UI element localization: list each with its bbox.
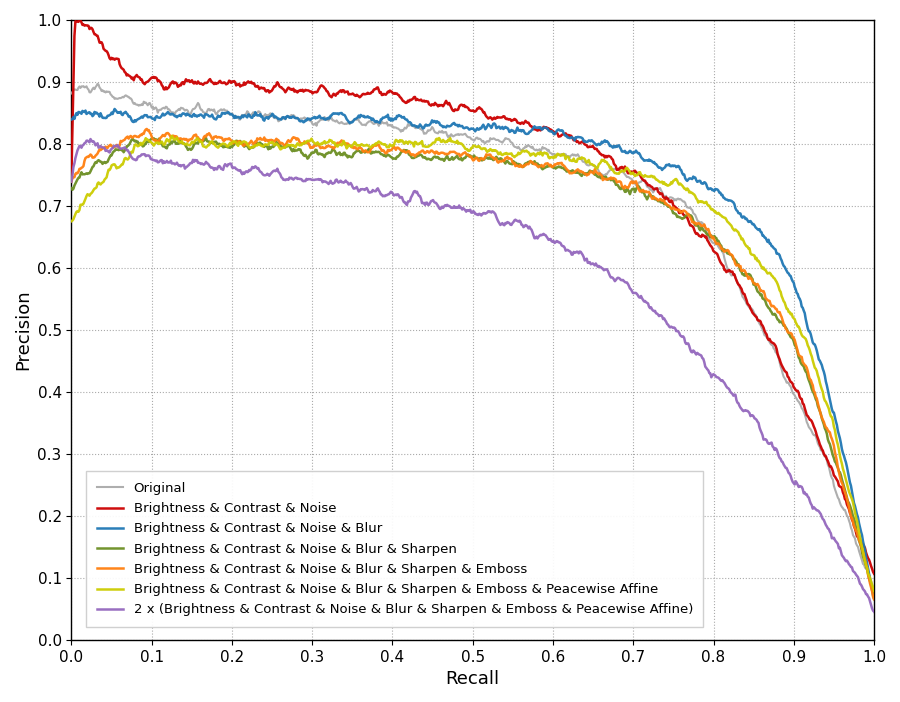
- Original: [66, 89, 77, 98]
- Line: Brightness & Contrast & Noise & Blur & Sharpen: Brightness & Contrast & Noise & Blur & S…: [71, 138, 874, 595]
- Original: [92, 79, 103, 88]
- Brightness & Contrast & Noise & Blur & Sharpen & Emboss & Peacewise Affine: [115, 161, 126, 170]
- 2 x (Brightness & Contrast & Noise & Blur & Sharpen & Emboss & Peacewise Affine): [868, 607, 879, 616]
- Original: [579, 158, 590, 166]
- Brightness & Contrast & Noise & Blur & Sharpen: [579, 169, 590, 178]
- Brightness & Contrast & Noise: [554, 132, 565, 140]
- Brightness & Contrast & Noise & Blur & Sharpen & Emboss: [676, 208, 687, 217]
- Brightness & Contrast & Noise & Blur & Sharpen: [66, 184, 77, 192]
- Brightness & Contrast & Noise: [676, 207, 687, 216]
- Brightness & Contrast & Noise & Blur & Sharpen: [868, 591, 879, 600]
- Brightness & Contrast & Noise: [868, 569, 879, 578]
- Brightness & Contrast & Noise & Blur: [66, 115, 77, 124]
- Brightness & Contrast & Noise & Blur & Sharpen & Emboss & Peacewise Affine: [66, 217, 77, 225]
- Brightness & Contrast & Noise & Blur & Sharpen & Emboss: [66, 178, 77, 186]
- Brightness & Contrast & Noise & Blur & Sharpen & Emboss & Peacewise Affine: [868, 587, 879, 595]
- Brightness & Contrast & Noise: [66, 173, 77, 181]
- Brightness & Contrast & Noise & Blur: [579, 137, 590, 145]
- 2 x (Brightness & Contrast & Noise & Blur & Sharpen & Emboss & Peacewise Affine): [554, 238, 565, 246]
- 2 x (Brightness & Contrast & Noise & Blur & Sharpen & Emboss & Peacewise Affine): [86, 135, 96, 143]
- Brightness & Contrast & Noise: [533, 126, 544, 134]
- Line: Brightness & Contrast & Noise & Blur & Sharpen & Emboss & Peacewise Affine: Brightness & Contrast & Noise & Blur & S…: [71, 136, 874, 591]
- 2 x (Brightness & Contrast & Noise & Blur & Sharpen & Emboss & Peacewise Affine): [676, 332, 687, 340]
- Line: Brightness & Contrast & Noise & Blur: Brightness & Contrast & Noise & Blur: [71, 109, 874, 599]
- 2 x (Brightness & Contrast & Noise & Blur & Sharpen & Emboss & Peacewise Affine): [579, 253, 590, 261]
- Line: Brightness & Contrast & Noise & Blur & Sharpen & Emboss: Brightness & Contrast & Noise & Blur & S…: [71, 129, 874, 600]
- Brightness & Contrast & Noise & Blur & Sharpen & Emboss: [115, 137, 126, 145]
- Brightness & Contrast & Noise & Blur: [868, 595, 879, 603]
- Brightness & Contrast & Noise & Blur & Sharpen & Emboss & Peacewise Affine: [579, 154, 590, 162]
- Brightness & Contrast & Noise & Blur: [758, 232, 769, 240]
- Brightness & Contrast & Noise & Blur: [676, 166, 687, 174]
- Brightness & Contrast & Noise & Blur & Sharpen & Emboss & Peacewise Affine: [676, 180, 687, 189]
- 2 x (Brightness & Contrast & Noise & Blur & Sharpen & Emboss & Peacewise Affine): [758, 435, 769, 444]
- Brightness & Contrast & Noise & Blur & Sharpen & Emboss & Peacewise Affine: [166, 132, 177, 140]
- Brightness & Contrast & Noise & Blur & Sharpen & Emboss: [533, 163, 544, 171]
- Brightness & Contrast & Noise & Blur & Sharpen: [201, 134, 212, 143]
- Brightness & Contrast & Noise & Blur & Sharpen: [115, 145, 126, 154]
- Original: [758, 329, 769, 337]
- Line: 2 x (Brightness & Contrast & Noise & Blur & Sharpen & Emboss & Peacewise Affine): 2 x (Brightness & Contrast & Noise & Blu…: [71, 139, 874, 611]
- Line: Original: Original: [71, 84, 874, 592]
- Brightness & Contrast & Noise & Blur & Sharpen & Emboss: [868, 595, 879, 604]
- Y-axis label: Precision: Precision: [14, 289, 32, 370]
- Brightness & Contrast & Noise & Blur: [533, 123, 544, 131]
- 2 x (Brightness & Contrast & Noise & Blur & Sharpen & Emboss & Peacewise Affine): [533, 232, 544, 241]
- Brightness & Contrast & Noise & Blur & Sharpen & Emboss: [758, 287, 769, 296]
- Brightness & Contrast & Noise & Blur & Sharpen & Emboss & Peacewise Affine: [533, 149, 544, 157]
- Original: [116, 93, 127, 102]
- Brightness & Contrast & Noise & Blur: [116, 110, 127, 119]
- Brightness & Contrast & Noise & Blur: [554, 126, 565, 135]
- Brightness & Contrast & Noise: [116, 64, 127, 72]
- Line: Brightness & Contrast & Noise: Brightness & Contrast & Noise: [71, 20, 874, 574]
- Original: [554, 150, 565, 159]
- Original: [533, 146, 544, 154]
- Brightness & Contrast & Noise: [758, 324, 769, 332]
- Brightness & Contrast & Noise & Blur & Sharpen: [554, 163, 565, 171]
- Brightness & Contrast & Noise & Blur & Sharpen: [676, 214, 687, 223]
- Brightness & Contrast & Noise & Blur & Sharpen & Emboss: [579, 169, 590, 178]
- Brightness & Contrast & Noise & Blur & Sharpen & Emboss & Peacewise Affine: [554, 151, 565, 159]
- Brightness & Contrast & Noise & Blur & Sharpen: [533, 161, 544, 169]
- Brightness & Contrast & Noise & Blur: [109, 105, 120, 113]
- 2 x (Brightness & Contrast & Noise & Blur & Sharpen & Emboss & Peacewise Affine): [66, 178, 77, 186]
- Brightness & Contrast & Noise & Blur & Sharpen: [758, 295, 769, 303]
- Brightness & Contrast & Noise & Blur & Sharpen & Emboss & Peacewise Affine: [758, 263, 769, 272]
- Brightness & Contrast & Noise & Blur & Sharpen & Emboss: [554, 159, 565, 167]
- Original: [676, 195, 687, 204]
- Brightness & Contrast & Noise: [579, 139, 590, 147]
- Legend: Original, Brightness & Contrast & Noise, Brightness & Contrast & Noise & Blur, B: Original, Brightness & Contrast & Noise,…: [86, 471, 704, 627]
- Original: [868, 588, 879, 597]
- X-axis label: Recall: Recall: [446, 670, 500, 688]
- Brightness & Contrast & Noise & Blur & Sharpen & Emboss: [141, 125, 152, 133]
- 2 x (Brightness & Contrast & Noise & Blur & Sharpen & Emboss & Peacewise Affine): [116, 145, 127, 153]
- Brightness & Contrast & Noise: [74, 16, 85, 25]
